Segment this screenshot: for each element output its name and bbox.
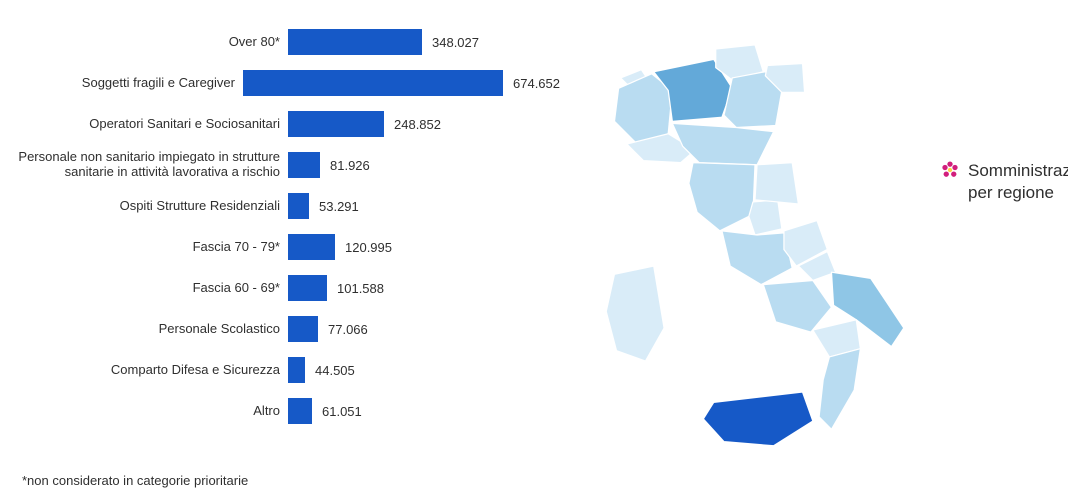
region-sicilia (703, 392, 813, 446)
bar-track: 44.505 (288, 357, 560, 383)
bar-label: Over 80* (0, 35, 288, 50)
bar-track: 77.066 (288, 316, 560, 342)
region-emilia-romagna (672, 123, 773, 164)
footnote: *non considerato in categorie prioritari… (22, 473, 248, 488)
bar-row: Fascia 60 - 69* 101.588 (0, 268, 560, 308)
bar-fill (288, 193, 309, 219)
bar-value: 61.051 (322, 404, 362, 419)
region-calabria (819, 349, 860, 430)
bar-value: 77.066 (328, 322, 368, 337)
region-lazio (722, 231, 792, 285)
bar-chart: Over 80* 348.027 Soggetti fragili e Caregi… (0, 0, 560, 500)
bar-row: Personale Scolastico 77.066 (0, 309, 560, 349)
bar-fill (288, 111, 384, 137)
bar-fill (243, 70, 503, 96)
bar-fill (288, 152, 320, 178)
bar-track: 53.291 (288, 193, 560, 219)
bar-label: Fascia 60 - 69* (0, 281, 288, 296)
bar-row: Fascia 70 - 79* 120.995 (0, 227, 560, 267)
region-umbria (749, 200, 782, 235)
bar-label: Altro (0, 404, 288, 419)
bar-row: Comparto Difesa e Sicurezza 44.505 (0, 350, 560, 390)
bar-fill (288, 357, 305, 383)
region-marche (755, 163, 798, 204)
bar-label: Soggetti fragili e Caregiver (0, 76, 243, 91)
bar-fill (288, 29, 422, 55)
bar-track: 348.027 (288, 29, 560, 55)
bar-value: 348.027 (432, 35, 479, 50)
bar-label: Fascia 70 - 79* (0, 240, 288, 255)
bar-row: Altro 61.051 (0, 391, 560, 431)
bar-fill (288, 316, 318, 342)
map-legend: Somministrazioniper regione (940, 160, 1068, 204)
bar-row: Over 80* 348.027 (0, 22, 560, 62)
bar-fill (288, 234, 335, 260)
bar-label: Operatori Sanitari e Sociosanitari (0, 117, 288, 132)
bar-fill (288, 275, 327, 301)
bar-label: Comparto Difesa e Sicurezza (0, 363, 288, 378)
bar-label: Personale Scolastico (0, 322, 288, 337)
bar-value: 53.291 (319, 199, 359, 214)
bar-track: 674.652 (243, 70, 560, 96)
bar-value: 674.652 (513, 76, 560, 91)
region-toscana (689, 163, 755, 231)
flower-icon (940, 160, 960, 185)
region-campania (763, 280, 831, 332)
bar-fill (288, 398, 312, 424)
bar-value: 81.926 (330, 158, 370, 173)
bar-track: 248.852 (288, 111, 560, 137)
bar-track: 120.995 (288, 234, 560, 260)
bar-label: Personale non sanitario impiegato in str… (0, 150, 288, 180)
bar-row: Soggetti fragili e Caregiver 674.652 (0, 63, 560, 103)
root: Over 80* 348.027 Soggetti fragili e Caregi… (0, 0, 1068, 500)
bar-track: 61.051 (288, 398, 560, 424)
map-panel: Somministrazioniper regione (560, 0, 1068, 500)
bar-value: 248.852 (394, 117, 441, 132)
bar-row: Operatori Sanitari e Sociosanitari 248.85… (0, 104, 560, 144)
bar-value: 44.505 (315, 363, 355, 378)
legend-text: Somministrazioniper regione (968, 160, 1068, 204)
italy-map (600, 18, 910, 457)
region-sardegna (606, 266, 664, 361)
bar-value: 120.995 (345, 240, 392, 255)
bar-track: 101.588 (288, 275, 560, 301)
bar-label: Ospiti Strutture Residenziali (0, 199, 288, 214)
bar-row: Ospiti Strutture Residenziali 53.291 (0, 186, 560, 226)
bar-value: 101.588 (337, 281, 384, 296)
bar-track: 81.926 (288, 152, 560, 178)
bar-row: Personale non sanitario impiegato in str… (0, 145, 560, 185)
